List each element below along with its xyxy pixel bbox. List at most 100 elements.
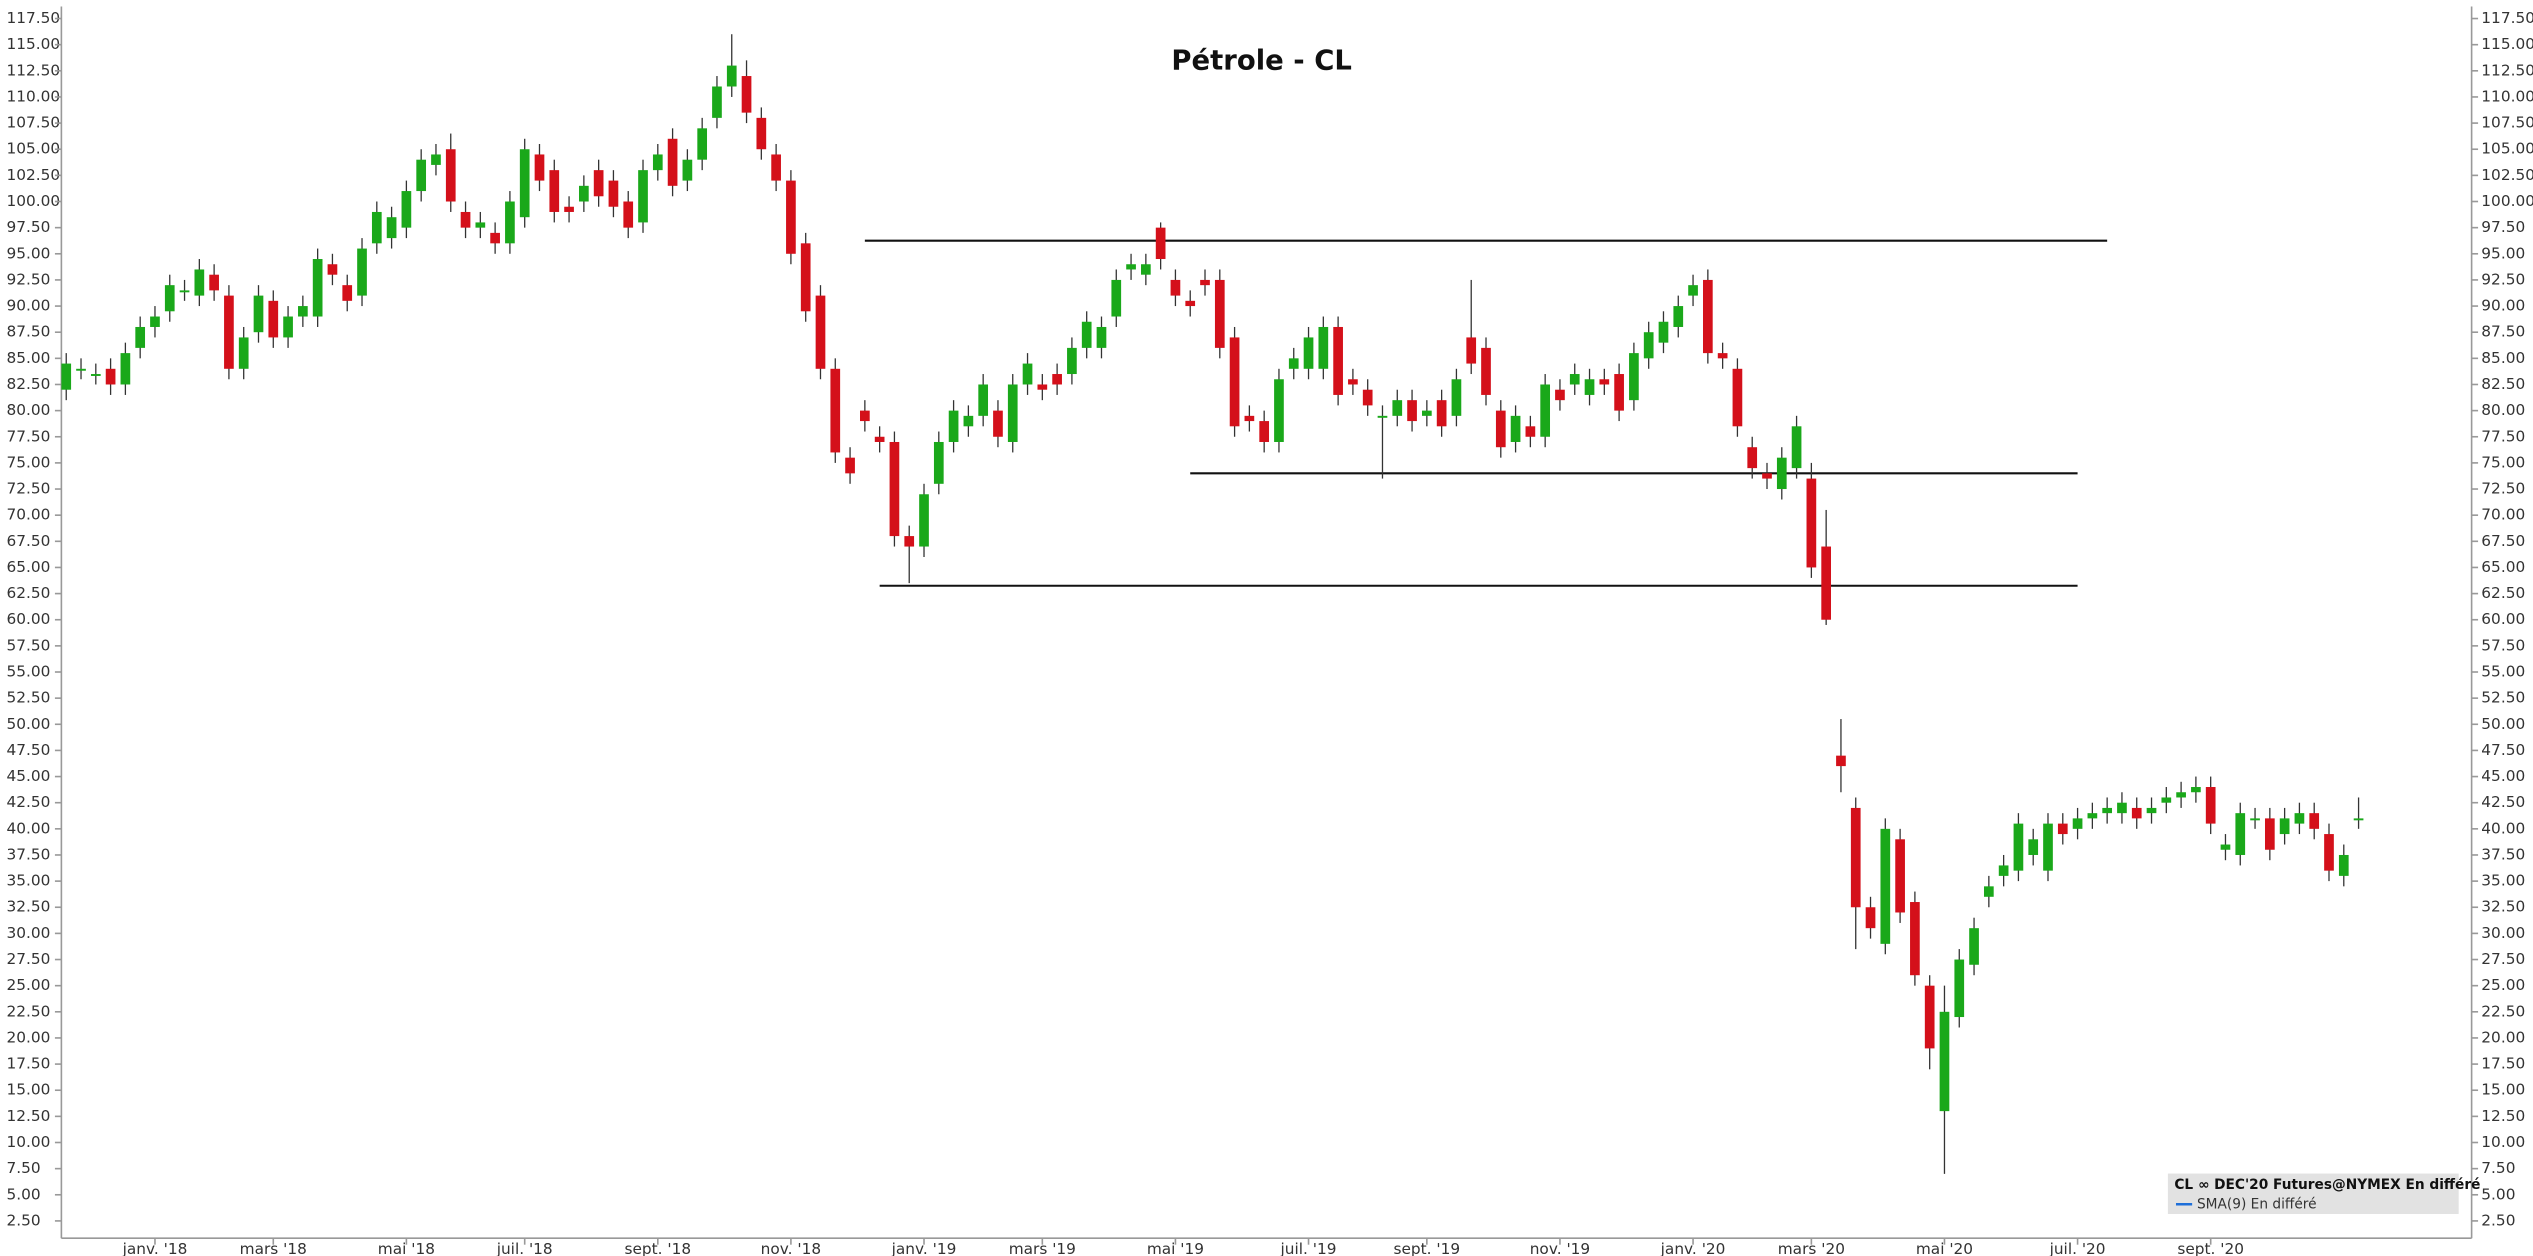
candle-body xyxy=(667,138,678,186)
candle-body xyxy=(756,117,767,150)
candle-body xyxy=(164,285,175,312)
candle-body xyxy=(475,222,486,228)
y-tick-label: 45.00 xyxy=(6,767,50,785)
candle-body xyxy=(1200,279,1210,286)
candle-body xyxy=(1407,400,1417,422)
y-tick-label: 85.00 xyxy=(6,349,50,367)
y-tick-label: 20.00 xyxy=(6,1028,50,1046)
y-tick-label: 92.50 xyxy=(6,270,50,288)
y-tick-label-right: 17.50 xyxy=(2481,1055,2525,1073)
x-tick-label: janv. '18 xyxy=(122,1240,188,1256)
y-tick-label-right: 57.50 xyxy=(2481,636,2525,654)
candle-body xyxy=(623,201,634,228)
candle-body xyxy=(904,536,915,547)
y-tick-label-right: 75.00 xyxy=(2481,453,2525,471)
y-tick-label: 27.50 xyxy=(6,950,50,968)
y-tick-label-right: 32.50 xyxy=(2481,898,2525,916)
y-tick-label: 12.50 xyxy=(6,1107,50,1125)
candle-body xyxy=(682,159,693,181)
y-tick-label: 10.00 xyxy=(6,1133,50,1151)
candle-body xyxy=(2264,818,2275,850)
candle-body xyxy=(1806,478,1817,568)
candle-body xyxy=(1791,426,1802,469)
candle-body xyxy=(76,368,86,371)
candle-body xyxy=(1318,326,1329,369)
candle-body xyxy=(919,494,929,547)
y-tick-label-right: 25.00 xyxy=(2481,976,2525,994)
candle-body xyxy=(1555,389,1565,401)
candle-body xyxy=(1865,907,1876,929)
candle-body xyxy=(2250,818,2260,821)
candle-body xyxy=(1732,368,1743,427)
y-tick-label-right: 67.50 xyxy=(2481,532,2525,550)
y-tick-label-right: 40.00 xyxy=(2481,819,2525,837)
candle-body xyxy=(549,170,560,212)
y-tick-label: 15.00 xyxy=(6,1081,50,1099)
x-tick-label: juil. '19 xyxy=(1280,1240,1337,1256)
y-tick-label: 65.00 xyxy=(6,558,50,576)
y-tick-label-right: 42.50 xyxy=(2481,793,2525,811)
candle-body xyxy=(1274,379,1284,442)
y-tick-label-right: 110.00 xyxy=(2481,87,2533,105)
y-tick-label: 110.00 xyxy=(6,87,60,105)
candle-body xyxy=(993,410,1003,437)
candle-body xyxy=(371,211,382,244)
candle-body xyxy=(1673,306,1684,327)
y-tick-label-right: 45.00 xyxy=(2481,767,2525,785)
candle-body xyxy=(1348,379,1358,385)
y-tick-label: 60.00 xyxy=(6,610,50,628)
candle-body xyxy=(1821,546,1832,620)
candle-body xyxy=(2161,797,2172,803)
candle-body xyxy=(460,211,471,228)
y-tick-label: 47.50 xyxy=(6,741,50,759)
y-tick-label-right: 87.50 xyxy=(2481,323,2525,341)
y-tick-label: 100.00 xyxy=(6,192,60,210)
y-tick-label-right: 90.00 xyxy=(2481,297,2525,315)
candle-body xyxy=(431,154,441,165)
candle-body xyxy=(342,285,353,301)
candle-body xyxy=(1836,755,1846,767)
candle-body xyxy=(1111,279,1122,317)
candle-body xyxy=(386,217,397,239)
y-tick-label: 115.00 xyxy=(6,35,60,53)
candle-body xyxy=(224,295,234,369)
candle-body xyxy=(2146,807,2157,814)
candle-body xyxy=(2309,813,2320,829)
candle-body xyxy=(1584,379,1595,395)
candle-body xyxy=(1155,227,1166,260)
y-tick-label-right: 30.00 xyxy=(2481,924,2525,942)
candle-body xyxy=(741,76,752,113)
y-tick-label: 52.50 xyxy=(6,689,50,707)
y-tick-label: 70.00 xyxy=(6,506,50,524)
y-tick-label-right: 77.50 xyxy=(2481,427,2525,445)
y-tick-label-right: 2.50 xyxy=(2481,1211,2515,1229)
candle-body xyxy=(1614,374,1624,411)
candle-body xyxy=(1052,374,1062,385)
candle-body xyxy=(1983,886,1994,897)
candle-body xyxy=(712,86,722,118)
candle-body xyxy=(1702,279,1713,354)
candle-body xyxy=(1141,264,1151,275)
y-tick-label-right: 102.50 xyxy=(2481,166,2533,184)
legend-label: CL ∞ DEC'20 Futures@NYMEX En différé xyxy=(2174,1177,2480,1193)
y-tick-label-right: 112.50 xyxy=(2481,61,2533,79)
y-tick-label: 90.00 xyxy=(6,297,50,315)
candle-body xyxy=(1392,400,1403,416)
y-tick-label-right: 107.50 xyxy=(2481,114,2533,132)
candle-body xyxy=(1022,363,1033,385)
candle-body xyxy=(1688,285,1698,296)
candle-body xyxy=(948,410,959,442)
candle-body xyxy=(1037,384,1048,390)
x-tick-label: janv. '19 xyxy=(891,1240,957,1256)
candle-body xyxy=(2205,787,2216,824)
candle-body xyxy=(564,206,574,212)
candle-body xyxy=(1525,426,1536,437)
candle-body xyxy=(253,295,264,333)
candle-body xyxy=(1170,279,1181,296)
candle-body xyxy=(1510,415,1521,442)
x-tick-label: mai '18 xyxy=(378,1240,435,1256)
candle-body xyxy=(135,326,146,348)
y-tick-label-right: 50.00 xyxy=(2481,715,2525,733)
y-tick-label: 50.00 xyxy=(6,715,50,733)
